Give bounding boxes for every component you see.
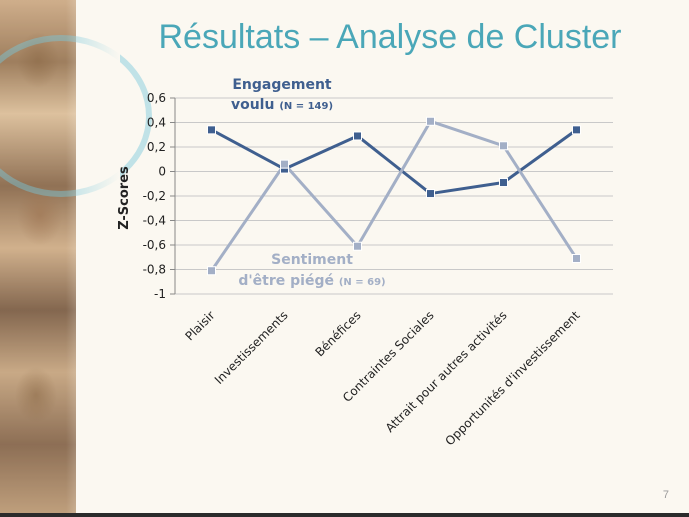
- data-point-series-1: [207, 125, 216, 135]
- series-label-line1: Engagement: [232, 77, 332, 93]
- data-point-series-1: [499, 178, 508, 188]
- x-category-label: Attrait pour autres activités: [383, 308, 510, 435]
- slide-title: Résultats – Analyse de Cluster: [158, 18, 622, 56]
- y-axis-title: Z-Scores: [117, 166, 132, 230]
- data-point-series-1: [353, 131, 362, 141]
- y-tick-label: -0,2: [143, 189, 166, 203]
- y-tick-label: 0,6: [147, 91, 166, 105]
- y-tick-label: -0,8: [143, 263, 166, 277]
- y-tick-label: -1: [154, 287, 166, 301]
- data-point-series-2: [280, 159, 289, 169]
- data-point-series-2: [499, 141, 508, 151]
- series-n-count: (N = 149): [279, 101, 333, 112]
- bottom-bar: [0, 513, 689, 517]
- page-number: 7: [662, 489, 669, 501]
- series-label-line2: voulu (N = 149): [231, 97, 333, 113]
- series-label-line2: d'être piégé (N = 69): [238, 273, 385, 289]
- data-point-series-1: [426, 189, 435, 199]
- series-label-line1: Sentiment: [271, 252, 353, 268]
- x-category-label: Bénéfices: [312, 308, 363, 359]
- x-category-label: Plaisir: [182, 308, 217, 343]
- y-tick-label: 0: [158, 165, 166, 179]
- y-tick-label: -0,4: [143, 214, 166, 228]
- data-point-series-1: [572, 125, 581, 135]
- data-point-series-2: [353, 241, 362, 251]
- y-tick-label: 0,2: [147, 140, 166, 154]
- x-category-label: Opportunités d'investissement: [442, 308, 582, 448]
- data-point-series-2: [207, 266, 216, 276]
- y-tick-label: -0,6: [143, 238, 166, 252]
- data-point-series-2: [572, 253, 581, 263]
- y-tick-label: 0,4: [147, 116, 166, 130]
- series-line-2: [210, 119, 578, 272]
- side-photo-fade: [0, 0, 120, 517]
- x-category-label: Investissements: [212, 308, 291, 387]
- data-point-series-2: [426, 116, 435, 126]
- series-n-count: (N = 69): [339, 277, 386, 288]
- series-line-1: [210, 128, 578, 196]
